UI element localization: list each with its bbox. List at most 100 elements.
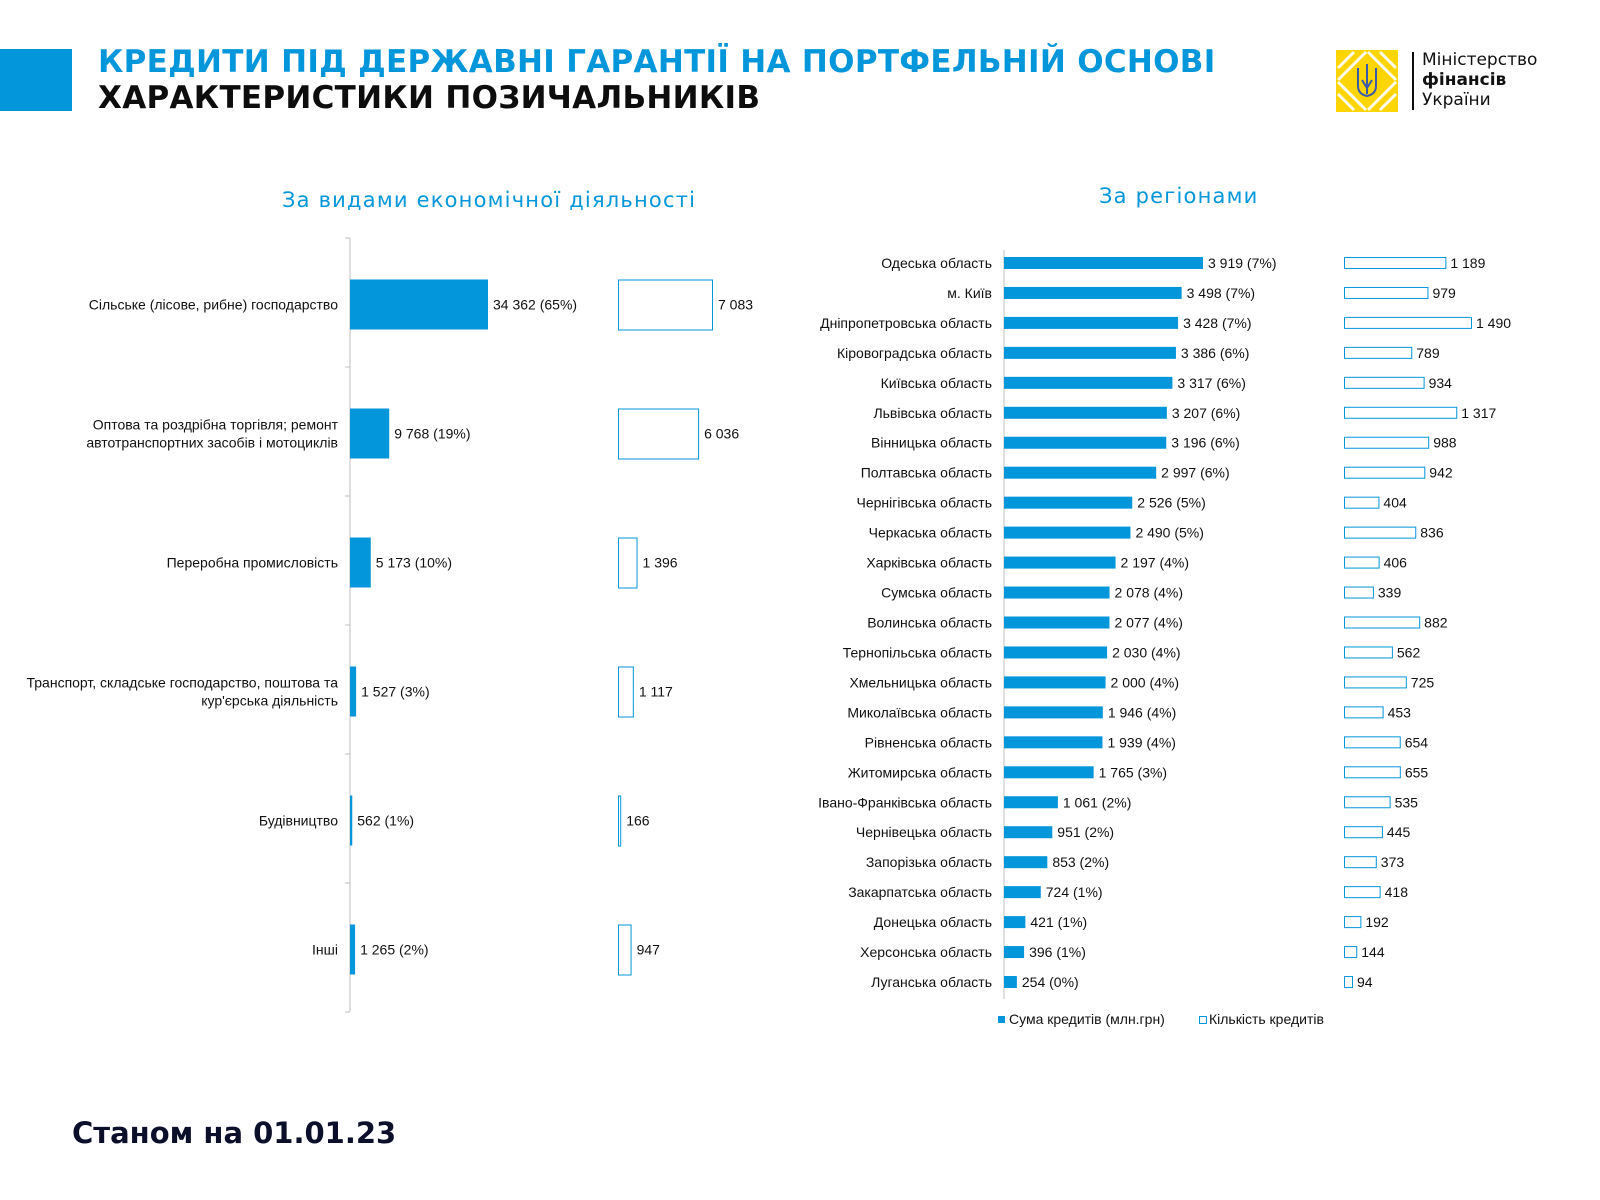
right-amount-bar [1004,256,1203,269]
right-count-bar [1344,736,1401,749]
right-count-bar [1344,796,1391,809]
as-of-date: Станом на 01.01.23 [72,1116,397,1150]
right-amount-label: 3 207 (6%) [1172,405,1240,421]
right-count-label: 942 [1429,465,1453,481]
right-amount-label: 421 (1%) [1030,914,1087,930]
right-category-label: Одеська область [881,255,992,271]
left-amount-bar [350,666,357,717]
right-count-bar [1344,556,1380,569]
right-amount-bar [1004,556,1116,569]
right-count-bar [1344,586,1374,599]
right-amount-bar [1004,616,1110,629]
right-count-label: 535 [1395,794,1419,810]
right-category-label: Харківська область [866,555,992,571]
left-count-bar [618,408,700,460]
right-amount-label: 853 (2%) [1052,854,1109,870]
right-category-label: Чернігівська область [857,495,992,511]
right-count-label: 1 317 [1461,405,1496,421]
right-amount-label: 951 (2%) [1057,824,1114,840]
left-amount-bar [350,795,353,846]
right-category-label: Житомирська область [848,764,992,780]
right-amount-bar [1004,916,1026,929]
right-category-label: Закарпатська область [848,884,992,900]
right-amount-bar [1004,886,1041,899]
right-count-bar [1344,976,1354,989]
left-count-label: 947 [637,942,661,958]
right-category-label: Чернівецька область [856,824,992,840]
right-category-label: Запорізька область [866,854,992,870]
right-amount-bar [1004,496,1133,509]
right-amount-bar [1004,526,1131,539]
right-amount-bar [1004,346,1176,359]
left-category-label: автотранспортних засобів і мотоциклів [86,435,338,451]
page-title: КРЕДИТИ ПІД ДЕРЖАВНІ ГАРАНТІЇ НА ПОРТФЕЛ… [98,44,1216,80]
right-amount-label: 2 030 (4%) [1112,644,1180,660]
right-amount-label: 3 428 (7%) [1183,315,1251,331]
right-count-label: 445 [1387,824,1411,840]
right-count-label: 94 [1357,974,1373,990]
right-count-bar [1344,946,1358,959]
right-amount-label: 2 077 (4%) [1114,615,1182,631]
right-count-bar [1344,286,1429,299]
right-amount-label: 1 061 (2%) [1063,794,1131,810]
left-amount-label: 1 265 (2%) [360,942,428,958]
left-count-bar [618,924,632,976]
right-category-label: Сумська область [881,585,992,601]
right-count-label: 406 [1384,555,1408,571]
logo-line-3: України [1422,90,1491,110]
right-count-bar [1344,766,1401,779]
right-count-label: 979 [1432,285,1456,301]
right-count-label: 1 189 [1450,255,1485,271]
left-amount-bar [350,408,390,459]
left-amount-bar [350,279,488,330]
right-count-label: 836 [1420,525,1444,541]
right-amount-bar [1004,406,1167,419]
left-category-label: Будівництво [259,813,338,829]
right-count-bar [1344,466,1426,479]
right-count-label: 144 [1361,944,1385,960]
right-count-label: 789 [1416,345,1440,361]
right-category-label: Тернопільська область [843,644,992,660]
right-amount-bar [1004,466,1157,479]
logo-divider [1412,52,1414,110]
left-amount-label: 562 (1%) [357,813,414,829]
right-count-bar [1344,706,1384,719]
right-count-label: 418 [1385,884,1409,900]
left-amount-label: 5 173 (10%) [376,555,452,571]
trident-emblem-icon [1336,50,1398,112]
right-count-label: 453 [1388,704,1412,720]
right-amount-bar [1004,436,1167,449]
right-amount-bar [1004,676,1106,689]
right-category-label: Волинська область [867,615,992,631]
right-category-label: Київська область [881,375,992,391]
right-count-label: 988 [1433,435,1457,451]
right-amount-label: 2 000 (4%) [1111,674,1179,690]
right-count-bar [1344,436,1430,449]
right-count-bar [1344,826,1383,839]
left-category-label: Транспорт, складське господарство, пошто… [27,675,339,691]
logo-line-1: Міністерство [1422,50,1538,70]
right-count-label: 882 [1424,615,1448,631]
left-category-label: Сільське (лісове, рибне) господарство [89,297,338,313]
right-count-label: 934 [1429,375,1453,391]
right-amount-bar [1004,586,1110,599]
logo-line-2: фінансів [1422,70,1507,90]
right-count-label: 1 490 [1476,315,1511,331]
right-count-label: 404 [1383,495,1407,511]
right-category-label: Хмельницька область [849,674,992,690]
right-category-label: Івано-Франківська область [818,794,992,810]
accent-square [0,49,72,111]
right-amount-bar [1004,646,1108,659]
right-category-label: Миколаївська область [847,704,992,720]
right-count-label: 192 [1365,914,1389,930]
right-amount-bar [1004,706,1103,719]
right-amount-bar [1004,826,1053,839]
right-chart-title: За регіонами [1099,184,1259,208]
right-count-bar [1344,646,1393,659]
right-amount-label: 1 765 (3%) [1099,764,1167,780]
right-count-bar [1344,526,1417,539]
right-amount-label: 1 939 (4%) [1107,734,1175,750]
ministry-logo: Міністерство фінансів України [1336,50,1576,114]
right-category-label: Донецька область [874,914,992,930]
